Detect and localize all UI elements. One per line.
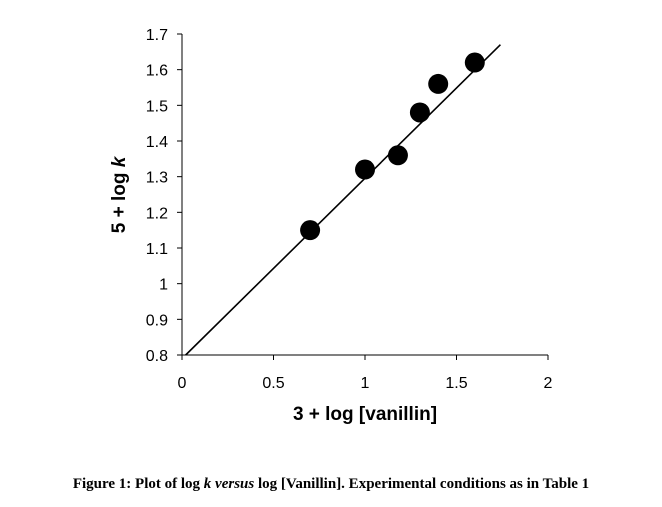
data-point — [355, 159, 375, 180]
chart-axes: 0.8 0.9 1 1.1 1.2 1.3 1.4 1.5 1.6 1.7 0 0.5 1 1.5 2 — [146, 27, 553, 392]
y-tick-label: 0.8 — [146, 348, 168, 365]
y-axis-title-prefix: 5 + log — [109, 167, 130, 233]
data-points — [300, 52, 485, 241]
y-tick-label: 1.6 — [146, 63, 168, 80]
x-tick-label: 0 — [178, 375, 187, 392]
y-tick-label: 1.4 — [146, 134, 168, 151]
data-point — [464, 52, 485, 73]
x-tick-label: 1 — [361, 375, 370, 392]
y-tick-label: 1.5 — [146, 98, 168, 115]
data-point — [300, 220, 321, 241]
caption-italic: k versus — [203, 476, 255, 492]
x-tick-label: 2 — [544, 375, 553, 392]
caption-part2: log [Vanillin]. Experimental conditions … — [254, 476, 590, 492]
y-axis-title-variable: k — [109, 155, 130, 167]
fit-line-group — [185, 44, 501, 356]
scatter-chart: 0.8 0.9 1 1.1 1.2 1.3 1.4 1.5 1.6 1.7 0 0.5 1 1.5 2 3 … — [109, 27, 553, 425]
x-axis-title: 3 + log [vanillin] — [293, 404, 437, 425]
y-tick-label: 0.9 — [146, 312, 168, 329]
data-point — [409, 102, 430, 123]
x-tick-label: 1.5 — [445, 375, 467, 392]
y-tick-label: 1 — [159, 277, 168, 294]
caption-part1: Figure 1: Plot of log — [72, 476, 204, 492]
y-tick-label: 1.1 — [146, 241, 168, 258]
y-axis-title: 5 + log k — [109, 155, 130, 233]
fit-line — [185, 44, 501, 356]
figure-caption: Figure 1: Plot of log k versus log [Vani… — [0, 476, 662, 493]
data-point — [428, 73, 449, 94]
data-point — [387, 145, 408, 166]
x-tick-label: 0.5 — [262, 375, 284, 392]
y-tick-label: 1.2 — [146, 205, 168, 222]
y-tick-label: 1.7 — [146, 27, 168, 44]
y-tick-label: 1.3 — [146, 170, 168, 187]
